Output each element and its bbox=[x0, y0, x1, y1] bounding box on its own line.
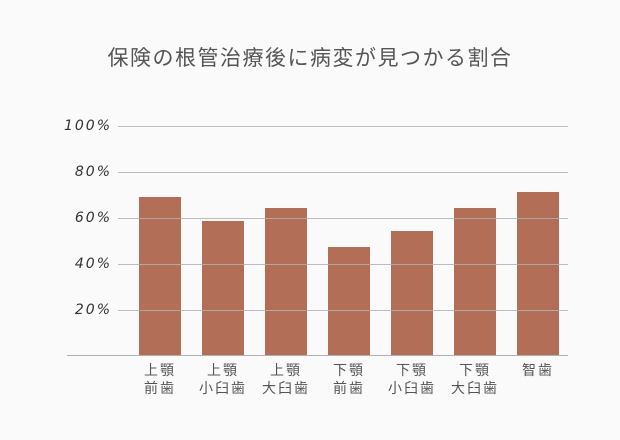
x-label-lower-molar: 下顎 大臼歯 bbox=[435, 362, 515, 398]
x-label-lower-anterior: 下顎 前歯 bbox=[309, 362, 389, 398]
y-tick-label-80: 80% bbox=[74, 164, 112, 180]
x-label-line1: 上顎 bbox=[207, 363, 239, 379]
bar-lower-molar bbox=[454, 208, 496, 355]
x-label-line1: 上顎 bbox=[144, 363, 176, 379]
x-label-upper-molar: 上顎 大臼歯 bbox=[246, 362, 326, 398]
bar-upper-anterior bbox=[139, 196, 181, 355]
y-tick-label-100: 100% bbox=[63, 118, 112, 134]
x-label-wisdom-tooth: 智歯 bbox=[498, 362, 578, 380]
gridline-100 bbox=[118, 126, 568, 127]
x-label-line2: 小臼歯 bbox=[388, 381, 436, 397]
x-label-upper-anterior: 上顎 前歯 bbox=[120, 362, 200, 398]
y-tick-label-60: 60% bbox=[74, 210, 112, 226]
chart-title: 保険の根管治療後に病変が見つかる割合 bbox=[107, 46, 513, 70]
x-label-upper-premolar: 上顎 小臼歯 bbox=[183, 362, 263, 398]
y-tick-label-40: 40% bbox=[74, 256, 112, 272]
x-label-line1: 下顎 bbox=[396, 363, 428, 379]
gridline-40 bbox=[118, 264, 568, 265]
x-label-line2: 大臼歯 bbox=[262, 381, 310, 397]
x-label-line1: 下顎 bbox=[333, 363, 365, 379]
x-label-line2: 前歯 bbox=[333, 381, 365, 397]
x-label-line2: 小臼歯 bbox=[199, 381, 247, 397]
bar-lower-anterior bbox=[328, 247, 370, 355]
bar-upper-molar bbox=[265, 208, 307, 355]
x-axis-baseline bbox=[67, 355, 568, 356]
x-label-line1: 下顎 bbox=[459, 363, 491, 379]
bar-upper-premolar bbox=[202, 221, 244, 355]
x-label-lower-premolar: 下顎 小臼歯 bbox=[372, 362, 452, 398]
x-label-line1: 智歯 bbox=[522, 363, 554, 379]
y-tick-label-20: 20% bbox=[74, 302, 112, 318]
x-label-line1: 上顎 bbox=[270, 363, 302, 379]
bar-lower-premolar bbox=[391, 231, 433, 355]
bar-wisdom-tooth bbox=[517, 192, 559, 355]
gridline-20 bbox=[118, 310, 568, 311]
x-label-line2: 大臼歯 bbox=[451, 381, 499, 397]
x-label-line2: 前歯 bbox=[144, 381, 176, 397]
gridline-60 bbox=[118, 218, 568, 219]
gridline-80 bbox=[118, 172, 568, 173]
